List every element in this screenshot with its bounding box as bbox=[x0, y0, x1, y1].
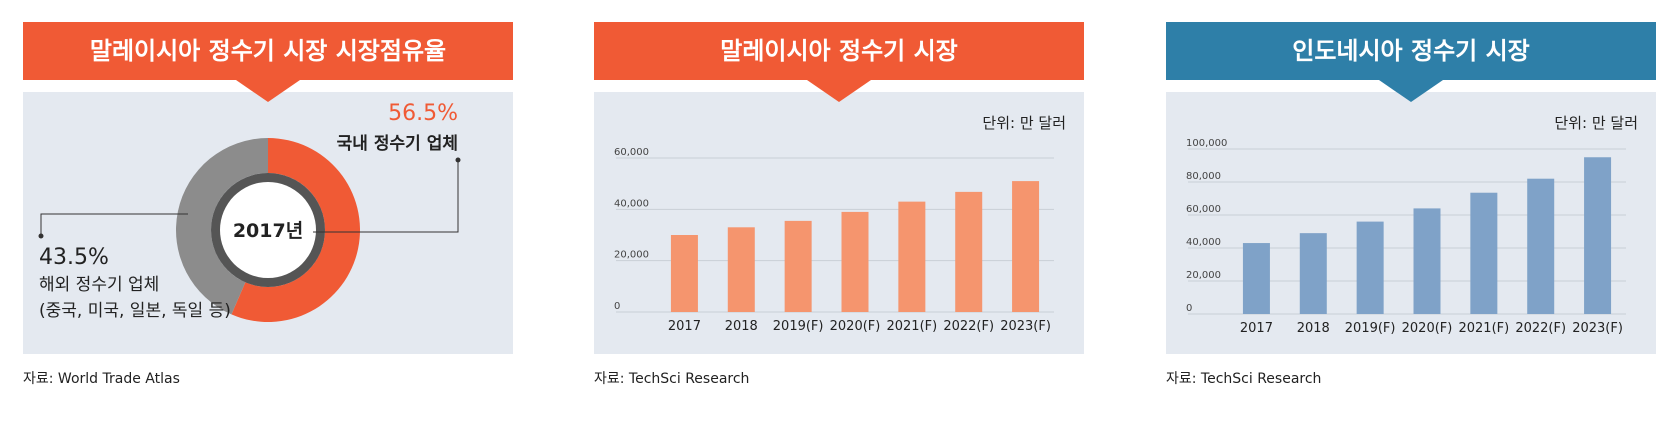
x-tick-label: 2020(F) bbox=[830, 319, 881, 334]
indonesia-bar-chart: 0 20,000 40,000 60,000 80,000 100,000 2017 2018… bbox=[1186, 138, 1626, 336]
indonesia-source: 자료: TechSci Research bbox=[1166, 371, 1322, 387]
x-tick-label: 2020(F) bbox=[1402, 321, 1453, 336]
x-tick-label: 2019(F) bbox=[773, 319, 824, 334]
foreign-share-label: 해외 정수기 업체 bbox=[39, 275, 159, 295]
x-tick-label: 2023(F) bbox=[1000, 319, 1051, 334]
y-tick-label: 80,000 bbox=[1186, 171, 1221, 182]
bar bbox=[727, 227, 755, 312]
donut-center bbox=[220, 182, 316, 278]
market-share-panel: 말레이시아 정수기 시장 시장점유율 2017년 56.5% 국내 정수기 업체 43… bbox=[23, 22, 513, 387]
malaysia-unit-label: 단위: 만 달러 bbox=[982, 114, 1066, 132]
donut-slice bbox=[175, 138, 268, 315]
bar bbox=[898, 201, 926, 312]
malaysia-market-header: 말레이시아 정수기 시장 bbox=[594, 22, 1084, 102]
market-share-source: 자료: World Trade Atlas bbox=[23, 371, 180, 387]
donut-center-label: 2017년 bbox=[233, 220, 303, 242]
market-share-chart-area: 2017년 56.5% 국내 정수기 업체 43.5% 해외 정수기 업체 (중국, 미국… bbox=[23, 92, 513, 354]
bar bbox=[670, 235, 698, 312]
y-tick-label: 0 bbox=[1186, 303, 1192, 314]
indonesia-chart-area: 단위: 만 달러 0 20,000 40,000 60,000 80,000 100,00… bbox=[1166, 92, 1656, 354]
bar bbox=[1242, 243, 1270, 314]
x-tick-label: 2017 bbox=[668, 319, 701, 334]
bar bbox=[1413, 208, 1441, 314]
y-tick-label: 20,000 bbox=[614, 250, 649, 261]
market-share-header: 말레이시아 정수기 시장 시장점유율 bbox=[23, 22, 513, 102]
malaysia-market-panel: 말레이시아 정수기 시장 단위: 만 달러 0 20,000 40,000 60,00… bbox=[594, 22, 1084, 387]
y-tick-label: 100,000 bbox=[1186, 138, 1227, 149]
domestic-share-label: 국내 정수기 업체 bbox=[337, 134, 458, 154]
x-tick-label: 2022(F) bbox=[943, 319, 994, 334]
leader-line-foreign bbox=[40, 213, 188, 236]
bar bbox=[955, 191, 983, 312]
bar bbox=[784, 220, 812, 312]
x-tick-label: 2018 bbox=[1297, 321, 1330, 336]
y-tick-label: 20,000 bbox=[1186, 270, 1221, 281]
y-tick-label: 40,000 bbox=[614, 198, 649, 209]
indonesia-unit-label: 단위: 만 달러 bbox=[1554, 114, 1638, 132]
bar bbox=[1527, 178, 1555, 314]
leader-line-domestic bbox=[313, 160, 459, 233]
donut-slice bbox=[231, 138, 360, 322]
y-tick-label: 60,000 bbox=[1186, 204, 1221, 215]
donut-chart: 2017년 56.5% 국내 정수기 업체 43.5% 해외 정수기 업체 (중국, 미국… bbox=[38, 101, 461, 322]
leader-dot-domestic bbox=[455, 157, 461, 163]
bar bbox=[1299, 233, 1327, 314]
malaysia-chart-area: 단위: 만 달러 0 20,000 40,000 60,000 2017 2018 2019… bbox=[594, 92, 1084, 354]
malaysia-bar-chart: 0 20,000 40,000 60,000 2017 2018 2019(F) 2020(F… bbox=[614, 147, 1054, 334]
x-tick-label: 2018 bbox=[725, 319, 758, 334]
x-tick-label: 2017 bbox=[1240, 321, 1273, 336]
y-tick-label: 60,000 bbox=[614, 147, 649, 158]
foreign-share-value: 43.5% bbox=[39, 245, 109, 270]
x-tick-label: 2019(F) bbox=[1345, 321, 1396, 336]
bar bbox=[1356, 221, 1384, 314]
foreign-share-sublabel: (중국, 미국, 일본, 독일 등) bbox=[39, 301, 231, 321]
x-tick-label: 2022(F) bbox=[1515, 321, 1566, 336]
x-tick-label: 2023(F) bbox=[1572, 321, 1623, 336]
y-tick-label: 0 bbox=[614, 301, 620, 312]
leader-dot-foreign bbox=[38, 233, 44, 239]
indonesia-market-header: 인도네시아 정수기 시장 bbox=[1166, 22, 1656, 102]
bar bbox=[1470, 192, 1498, 314]
malaysia-source: 자료: TechSci Research bbox=[594, 371, 750, 387]
bar bbox=[1584, 157, 1612, 314]
domestic-share-value: 56.5% bbox=[388, 101, 458, 126]
x-tick-label: 2021(F) bbox=[886, 319, 937, 334]
y-tick-label: 40,000 bbox=[1186, 237, 1221, 248]
x-tick-label: 2021(F) bbox=[1458, 321, 1509, 336]
indonesia-market-panel: 인도네시아 정수기 시장 단위: 만 달러 0 20,000 40,000 60,00… bbox=[1166, 22, 1656, 387]
bar bbox=[1012, 181, 1040, 312]
bar bbox=[841, 211, 869, 312]
